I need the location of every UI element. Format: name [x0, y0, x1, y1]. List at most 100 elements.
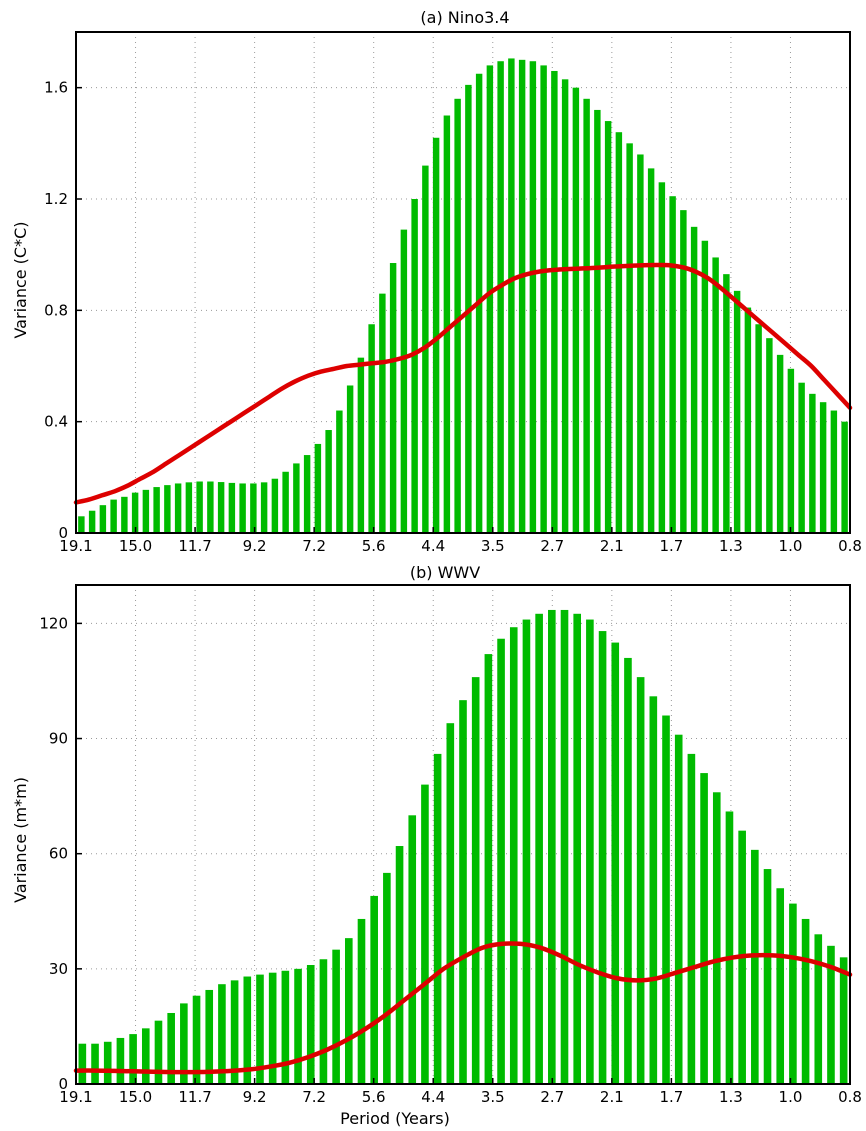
panel-a-bar-66	[787, 368, 795, 533]
panel-a-bar-10	[185, 482, 193, 533]
panel-a-xtick-label-11: 1.3	[719, 537, 743, 555]
panel-b-bar-30	[459, 700, 467, 1084]
panel-a-bar-46	[572, 87, 580, 534]
panel-a-xtick-label-4: 7.2	[302, 537, 326, 555]
panel-a-bar-35	[454, 98, 461, 534]
panel-b-xtick-label-8: 2.7	[540, 1088, 564, 1106]
panel-b-bar-34	[509, 627, 518, 1084]
panel-a-bar-19	[282, 471, 289, 533]
panel-b-bar-27	[421, 784, 429, 1084]
panel-a-bar-14	[228, 482, 236, 533]
panel-b-bar-11	[218, 984, 226, 1084]
panel-b-bar-51	[725, 811, 734, 1084]
panel-b-bar-36	[535, 613, 543, 1084]
panel-b-ytick-label-0: 0	[58, 1075, 68, 1093]
panel-a-bar-59	[712, 257, 719, 533]
panel-b-bar-24	[383, 872, 391, 1084]
panel-a-bar-64	[766, 338, 773, 533]
panel-b-y-axis-label: Variance (m*m)	[11, 777, 30, 903]
panel-b-ticks	[75, 622, 851, 1085]
panel-b-bar-4	[129, 1034, 137, 1084]
panel-a-bar-55	[669, 196, 676, 533]
panel-b-bar-13	[243, 976, 252, 1084]
panel-b-ytick-label-2: 60	[49, 845, 68, 863]
panel-b-bar-22	[357, 918, 366, 1084]
panel-a-bar-7	[153, 487, 160, 533]
panel-a-ytick-label-0: 0	[58, 524, 68, 542]
panel-b-bar-50	[712, 792, 721, 1084]
panel-b-bar-10	[205, 989, 214, 1084]
panel-b-bar-33	[497, 638, 505, 1084]
panel-b-bar-38	[560, 609, 569, 1084]
panel-b-bar-32	[484, 654, 493, 1084]
panel-a-bar-3	[110, 499, 117, 533]
panel-b-bar-8	[180, 1003, 188, 1084]
panel-a-xtick-label-6: 4.4	[421, 537, 445, 555]
panel-a-bar-33	[432, 137, 440, 533]
panel-a-bar-28	[379, 293, 386, 533]
panel-b-bar-5	[141, 1028, 150, 1084]
panel-a-bar-70	[830, 410, 838, 533]
panel-a-ytick-label-2: 0.8	[44, 301, 68, 319]
panel-a-bar-41	[518, 59, 526, 533]
panel-b-bar-35	[522, 619, 531, 1084]
panel-b-bar-56	[789, 903, 797, 1084]
panel-b-frame	[75, 584, 851, 1085]
panel-b-bar-18	[306, 965, 315, 1084]
panel-a-xtick-label-0: 19.1	[59, 537, 92, 555]
panel-a-bar-31	[411, 199, 418, 533]
panel-b-xtick-label-4: 7.2	[302, 1088, 326, 1106]
panel-b-bar-0	[78, 1043, 87, 1084]
panel-b-bar-47	[674, 734, 683, 1084]
panel-a-bar-2	[99, 505, 107, 533]
panel-a-bar-38	[486, 65, 494, 534]
panel-b-bar-26	[408, 815, 417, 1084]
panel-b-xtick-label-9: 2.1	[600, 1088, 624, 1106]
panel-a-ytick-label-1: 0.4	[44, 413, 68, 431]
panel-b-bar-40	[586, 619, 594, 1084]
panel-a-x-tick-labels: 19.1 15.0 11.7 9.2 7.2 5.6 4.4 3.5 2.7 2.1 1.7 1.3 1…	[59, 537, 862, 555]
panel-b-bar-54	[763, 869, 772, 1084]
panel-b-bar-44	[636, 677, 645, 1084]
panel-a-xtick-label-2: 11.7	[178, 537, 211, 555]
panel-a-bar-1	[88, 510, 96, 533]
panel-a-xtick-label-7: 3.5	[481, 537, 505, 555]
panel-a-y-tick-labels: 0 0.4 0.8 1.2 1.6	[44, 79, 68, 542]
panel-b-bar-43	[624, 657, 632, 1084]
panel-b-bar-16	[281, 970, 290, 1084]
panel-b-xtick-label-0: 19.1	[59, 1088, 92, 1106]
panel-a-bar-34	[443, 115, 451, 533]
panel-a-bar-48	[594, 109, 601, 533]
panel-a-bar-56	[680, 210, 687, 533]
panel-a-bar-17	[260, 482, 268, 533]
panel-b-bar-42	[611, 642, 620, 1084]
panel-a-ticks	[75, 86, 851, 534]
panel-a-xtick-label-5: 5.6	[362, 537, 386, 555]
panel-a-bar-39	[497, 61, 504, 533]
panel-a-bar-5	[131, 492, 139, 533]
panel-b-bar-37	[548, 609, 556, 1084]
panel-b-xtick-label-6: 4.4	[421, 1088, 445, 1106]
panel-a-bar-16	[250, 483, 257, 533]
panel-a-bar-8	[164, 485, 171, 533]
panel-a-title: (a) Nino3.4	[420, 8, 509, 27]
panel-a-bar-24	[336, 410, 343, 533]
panel-a-bar-4	[121, 496, 128, 533]
panel-a-bar-42	[529, 61, 537, 533]
panel-a-bar-68	[809, 393, 816, 533]
panel-b-bar-55	[776, 888, 785, 1084]
panel-a-bar-43	[540, 65, 547, 534]
panel-b-bar-49	[700, 773, 708, 1084]
panel-b-bar-59	[827, 945, 835, 1084]
panel-a-bar-50	[615, 132, 623, 533]
panel-b-bar-57	[801, 918, 810, 1084]
panel-a-xtick-label-3: 9.2	[243, 537, 267, 555]
panel-a-bar-54	[658, 182, 666, 534]
panel-a-xtick-label-12: 1.0	[779, 537, 803, 555]
panel-a-ytick-label-4: 1.6	[44, 79, 68, 97]
panel-a-bar-45	[561, 79, 569, 534]
panel-b-bar-9	[192, 995, 201, 1084]
panel-a-bar-30	[400, 229, 408, 533]
panel-b-xtick-label-12: 1.0	[779, 1088, 803, 1106]
panel-b-ytick-label-4: 120	[39, 614, 68, 632]
